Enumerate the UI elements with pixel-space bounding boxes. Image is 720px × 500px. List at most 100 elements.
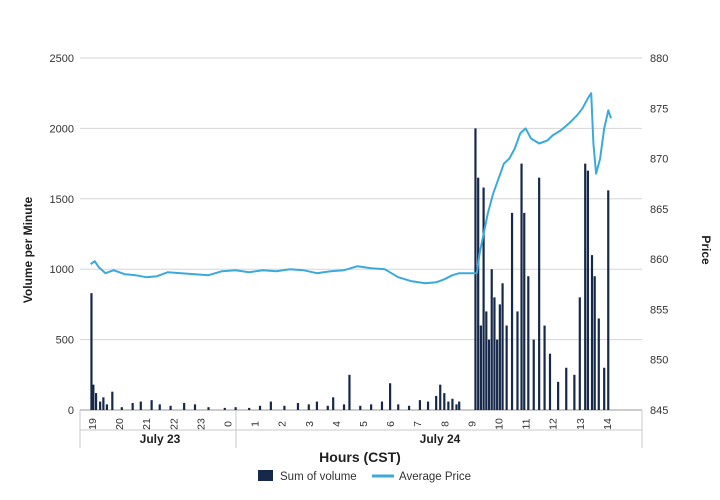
volume-bar bbox=[258, 405, 262, 410]
date-label-july-23: July 23 bbox=[140, 432, 181, 446]
volume-bar bbox=[439, 384, 442, 410]
hour-tick-label: 7 bbox=[412, 421, 424, 427]
volume-bar bbox=[397, 404, 400, 410]
volume-bar bbox=[523, 212, 526, 410]
hour-tick-label: 6 bbox=[385, 421, 397, 427]
volume-bar bbox=[283, 405, 286, 410]
volume-bar bbox=[532, 339, 535, 410]
right-tick-label: 870 bbox=[650, 154, 668, 166]
right-tick-label: 880 bbox=[650, 53, 668, 65]
hour-tick-label: 23 bbox=[195, 418, 207, 430]
volume-bar bbox=[223, 407, 226, 410]
volume-bar bbox=[443, 393, 446, 410]
right-tick-label: 865 bbox=[650, 204, 668, 216]
volume-bar bbox=[207, 407, 210, 410]
volume-bar bbox=[501, 283, 504, 410]
date-label-july-24: July 24 bbox=[420, 432, 461, 446]
left-tick-label: 2000 bbox=[50, 123, 74, 135]
volume-bar bbox=[348, 374, 351, 410]
hour-tick-label: 12 bbox=[548, 418, 560, 430]
hour-tick-label: 20 bbox=[114, 418, 126, 430]
hour-tick-label: 14 bbox=[602, 418, 614, 430]
volume-bar bbox=[487, 339, 491, 410]
volume-bar bbox=[593, 276, 596, 410]
volume-bar bbox=[493, 297, 496, 410]
volume-bar bbox=[496, 339, 499, 410]
volume-bar bbox=[597, 318, 600, 410]
volume-bar bbox=[248, 407, 251, 410]
hour-tick-label: 5 bbox=[358, 421, 370, 427]
volume-bar bbox=[359, 405, 362, 410]
volume-bar bbox=[498, 304, 501, 410]
volume-bar bbox=[169, 405, 172, 410]
hour-tick-label: 21 bbox=[141, 418, 153, 430]
right-axis-tick-labels: 845 850 855 860 865 870 875 880 bbox=[650, 53, 668, 417]
left-tick-label: 2500 bbox=[50, 53, 74, 65]
left-tick-label: 0 bbox=[68, 405, 74, 417]
volume-bar bbox=[548, 353, 552, 410]
hour-tick-label: 4 bbox=[331, 421, 343, 427]
volume-bar bbox=[485, 311, 488, 410]
volume-bar bbox=[458, 401, 461, 410]
volume-bar bbox=[234, 407, 237, 410]
volume-bar bbox=[482, 187, 485, 410]
volume-bar bbox=[455, 404, 458, 410]
hour-tick-label: 2 bbox=[277, 421, 289, 427]
volume-bar bbox=[407, 405, 411, 410]
volume-bar bbox=[578, 297, 581, 410]
volume-bar bbox=[527, 276, 530, 410]
volume-bar bbox=[139, 401, 142, 410]
volume-bar bbox=[426, 401, 430, 410]
volume-bar bbox=[183, 402, 186, 410]
left-tick-label: 1500 bbox=[50, 194, 74, 206]
volume-bar bbox=[342, 404, 346, 410]
volume-bar bbox=[477, 177, 480, 410]
volume-bar bbox=[573, 374, 576, 410]
hour-tick-label: 11 bbox=[521, 418, 533, 429]
x-axis-title: Hours (CST) bbox=[319, 449, 401, 465]
volume-bar bbox=[332, 397, 335, 410]
hour-tick-label: 1 bbox=[250, 421, 262, 427]
volume-bar bbox=[584, 163, 587, 410]
volume-bar bbox=[94, 393, 98, 410]
left-axis-tick-labels: 0 500 1000 1500 2000 2500 bbox=[50, 53, 74, 417]
volume-bar bbox=[479, 325, 482, 410]
legend: Sum of volume Average Price bbox=[258, 470, 471, 483]
volume-bar bbox=[131, 402, 134, 410]
volume-bar bbox=[565, 367, 568, 410]
average-price-line bbox=[90, 92, 612, 285]
volume-bar bbox=[111, 391, 114, 410]
volume-bar bbox=[418, 400, 422, 410]
volume-bar bbox=[269, 401, 272, 410]
volume-bar bbox=[520, 163, 523, 410]
right-tick-label: 875 bbox=[650, 103, 668, 115]
hour-axis: 19 20 21 22 23 0 1 2 3 4 5 6 7 8 9 10 11 12 13 14 bbox=[79, 410, 643, 448]
volume-bar bbox=[590, 255, 594, 410]
volume-bar bbox=[490, 269, 493, 410]
volume-bar bbox=[586, 170, 590, 410]
hour-tick-label: 13 bbox=[575, 418, 587, 430]
volume-bar bbox=[99, 401, 102, 410]
volume-bar bbox=[380, 401, 384, 410]
left-tick-label: 1000 bbox=[50, 264, 74, 276]
volume-bar bbox=[307, 404, 310, 410]
right-axis-title: Price bbox=[699, 235, 713, 265]
volume-bar bbox=[447, 401, 450, 410]
volume-bar bbox=[389, 383, 392, 410]
volume-bar bbox=[505, 325, 508, 410]
right-tick-label: 855 bbox=[650, 304, 668, 316]
volume-bar bbox=[193, 404, 197, 410]
volume-bar bbox=[326, 405, 329, 410]
hour-tick-label: 3 bbox=[304, 421, 316, 427]
right-tick-label: 850 bbox=[650, 355, 668, 367]
left-axis-title: Volume per Minute bbox=[21, 196, 35, 303]
volume-bar bbox=[435, 395, 438, 410]
volume-bar bbox=[474, 128, 477, 410]
right-tick-label: 860 bbox=[650, 254, 668, 266]
volume-bar bbox=[543, 325, 546, 410]
hour-tick-label: 22 bbox=[168, 418, 180, 430]
volume-bar bbox=[538, 177, 541, 410]
volume-bar bbox=[296, 402, 300, 410]
hour-tick-label: 0 bbox=[223, 421, 235, 427]
